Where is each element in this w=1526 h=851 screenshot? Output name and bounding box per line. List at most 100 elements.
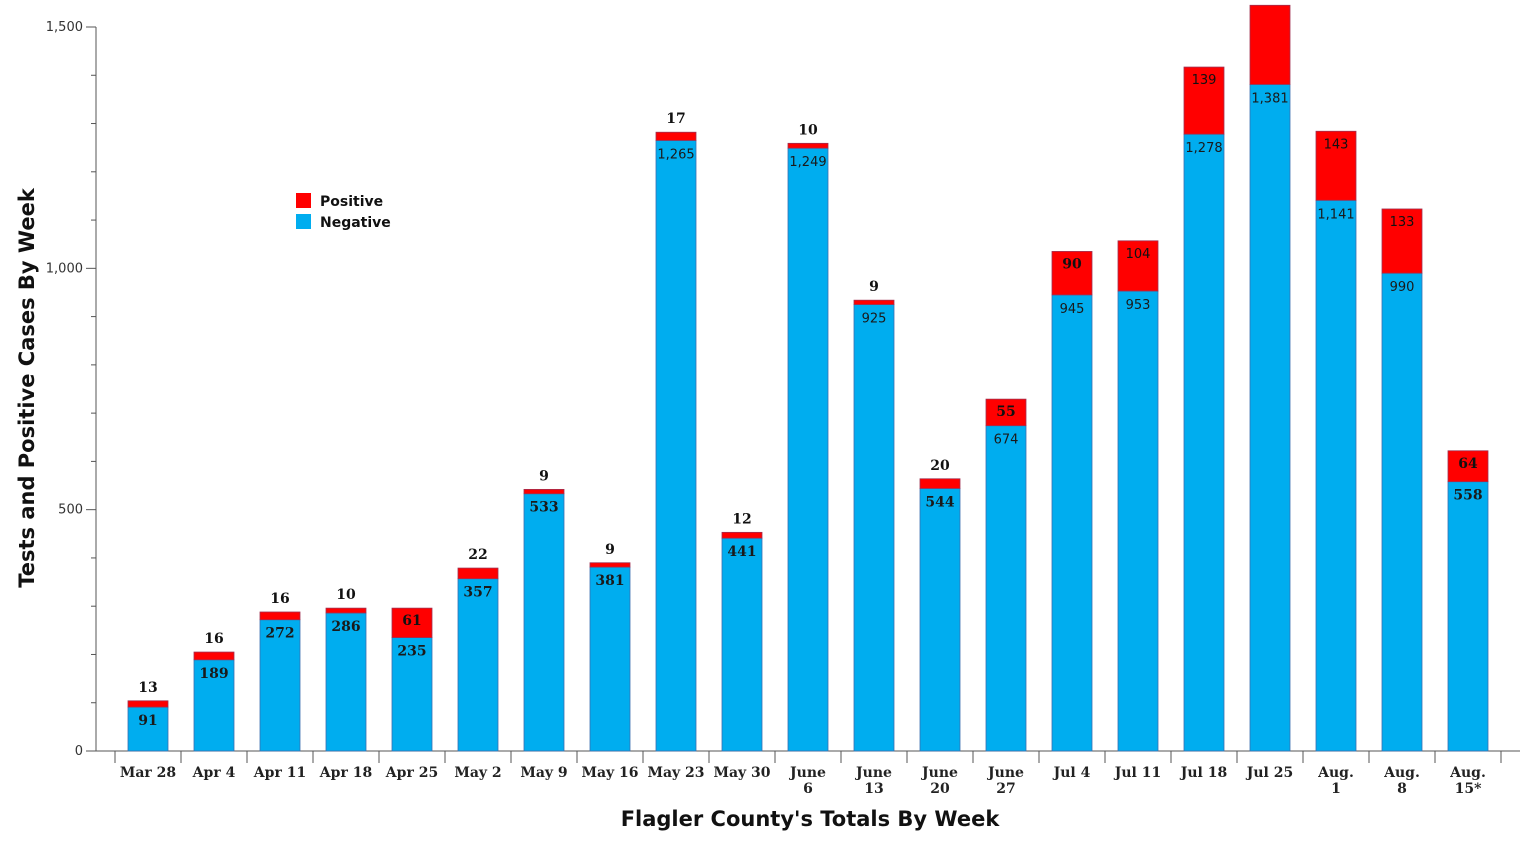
bar-positive	[1117, 240, 1159, 292]
negative-value-label: 1,249	[789, 155, 826, 170]
x-tick-label: Aug. 15*	[1449, 765, 1486, 797]
positive-value-label: 104	[1126, 247, 1151, 262]
positive-value-label: 55	[996, 404, 1015, 420]
positive-value-label: 10	[336, 587, 356, 603]
negative-value-label: 235	[397, 644, 426, 660]
y-tick-label: 0	[75, 744, 83, 759]
bar-negative	[919, 488, 961, 752]
bar-positive	[1249, 4, 1291, 85]
negative-value-label: 990	[1390, 280, 1415, 295]
x-axis-title: Flagler County's Totals By Week	[621, 807, 1001, 831]
x-tick-label: June 6	[788, 765, 826, 797]
y-tick-label: 500	[58, 503, 83, 518]
bar-negative	[391, 637, 433, 752]
bar-negative	[655, 140, 697, 752]
x-tick-label: Jul 11	[1113, 765, 1161, 781]
positive-value-label: 143	[1324, 137, 1349, 152]
positive-value-label: 90	[1062, 256, 1082, 272]
legend-swatch-positive	[296, 193, 311, 208]
positive-value-label: 20	[930, 458, 950, 474]
positive-value-label: 13	[138, 680, 157, 696]
positive-value-label: 64	[1458, 456, 1478, 472]
bar-positive	[721, 531, 763, 539]
x-tick-label: June 13	[854, 765, 892, 797]
x-tick-label: Apr 18	[319, 765, 372, 781]
negative-value-label: 286	[331, 619, 360, 635]
bar-negative	[325, 612, 367, 752]
bar-positive	[259, 611, 301, 621]
bar-negative	[853, 304, 895, 752]
x-tick-label: Aug. 8	[1383, 765, 1420, 797]
bar-negative	[721, 537, 763, 752]
negative-value-label: 357	[463, 585, 492, 601]
bars	[127, 4, 1489, 752]
negative-value-label: 1,381	[1251, 91, 1288, 106]
bar-negative	[259, 619, 301, 752]
negative-value-label: 91	[138, 713, 157, 729]
negative-value-label: 1,265	[657, 147, 694, 162]
negative-value-label: 533	[529, 500, 558, 516]
positive-value-label: 10	[798, 122, 818, 138]
negative-value-label: 558	[1453, 488, 1482, 504]
bar-negative	[193, 659, 235, 752]
y-tick-label: 1,000	[46, 261, 83, 276]
negative-value-label: 925	[862, 312, 887, 327]
positive-value-label: 61	[402, 613, 421, 629]
positive-value-label: 9	[605, 542, 615, 558]
bar-negative	[1051, 294, 1093, 752]
x-tick-label: May 23	[647, 765, 704, 781]
bar-negative	[1183, 133, 1225, 752]
bar-positive	[325, 607, 367, 614]
positive-value-label: 22	[468, 547, 487, 563]
bar-positive	[655, 131, 697, 141]
positive-value-label: 16	[204, 631, 223, 647]
x-tick-label: June 27	[986, 765, 1024, 797]
bar-positive	[391, 607, 433, 638]
bar-negative	[1117, 290, 1159, 752]
bar-negative	[787, 147, 829, 752]
bar-negative	[1381, 272, 1423, 752]
bar-positive	[1381, 208, 1423, 274]
x-tick-label: Jul 4	[1052, 765, 1091, 781]
x-tick-label: June 20	[920, 765, 958, 797]
x-tick-label: Apr 25	[385, 765, 438, 781]
axes: 0 500 1,000 1,500 Mar 28 Apr 4 Apr 11 Apr 18 Apr…	[46, 20, 1520, 797]
negative-value-label: 272	[265, 626, 294, 642]
negative-value-label: 1,141	[1317, 207, 1354, 222]
bar-negative	[1315, 199, 1357, 752]
bar-positive	[1183, 66, 1225, 135]
legend: Positive Negative	[296, 193, 391, 231]
bar-positive	[853, 299, 895, 305]
bar-positive	[919, 478, 961, 489]
negative-value-label: 1,278	[1185, 141, 1222, 156]
negative-value-label: 441	[727, 544, 756, 560]
positive-value-label: 9	[539, 468, 549, 484]
bar-positive	[1051, 251, 1093, 296]
bar-negative	[1249, 84, 1291, 752]
x-tick-label: May 2	[454, 765, 501, 781]
positive-value-label: 9	[869, 279, 879, 295]
positive-value-label: 16	[270, 591, 289, 607]
legend-swatch-negative	[296, 214, 311, 229]
x-tick-label: May 30	[713, 765, 770, 781]
x-tick-label: Apr 4	[192, 765, 236, 781]
bar-positive	[1447, 450, 1489, 483]
positive-value-label: 139	[1192, 73, 1217, 88]
legend-label-positive: Positive	[320, 194, 383, 210]
value-labels: 91 13 189 16 272 16 286 10 235 61 357 22 533 9 381 9 1,2…	[138, 0, 1482, 729]
negative-value-label: 953	[1126, 298, 1151, 313]
negative-value-label: 544	[925, 494, 954, 510]
x-tick-label: May 9	[520, 765, 567, 781]
positive-value-label: 17	[666, 111, 685, 127]
bar-negative	[985, 425, 1027, 752]
x-tick-label: Mar 28	[120, 765, 176, 781]
x-tick-label: May 16	[581, 765, 638, 781]
bar-negative	[589, 566, 631, 752]
y-axis-title: Tests and Positive Cases By Week	[15, 187, 39, 588]
negative-value-label: 381	[595, 573, 624, 589]
bar-positive	[985, 398, 1027, 427]
positive-value-label: 12	[732, 511, 751, 527]
x-tick-label: Jul 25	[1245, 765, 1293, 781]
bar-positive	[193, 651, 235, 661]
